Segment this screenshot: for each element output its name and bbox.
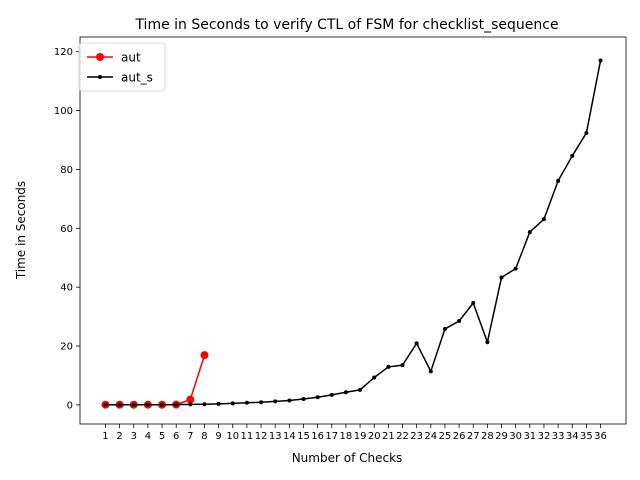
data-point-aut_s — [103, 402, 108, 407]
x-tick-label: 5 — [159, 431, 165, 442]
x-tick-label: 18 — [340, 431, 353, 442]
x-tick-label: 24 — [424, 431, 437, 442]
data-point-aut_s — [485, 340, 490, 345]
data-point-aut_s — [202, 402, 207, 407]
x-tick-label: 19 — [354, 431, 367, 442]
data-point-aut_s — [556, 178, 561, 183]
data-point-aut_s — [315, 395, 320, 400]
data-point-aut_s — [287, 398, 292, 403]
data-point-aut_s — [513, 266, 518, 271]
data-point-aut_s — [386, 364, 391, 369]
x-tick-label: 22 — [396, 431, 409, 442]
y-axis-label: Time in Seconds — [14, 181, 28, 280]
data-point-aut_s — [131, 402, 136, 407]
y-tick-label: 0 — [67, 400, 73, 411]
x-tick-label: 8 — [201, 431, 207, 442]
data-point-aut_s — [428, 369, 433, 374]
x-tick-label: 6 — [173, 431, 179, 442]
x-tick-label: 12 — [255, 431, 268, 442]
legend-label-aut_s: aut_s — [121, 71, 153, 85]
data-point-aut_s — [400, 363, 405, 368]
x-tick-label: 7 — [187, 431, 193, 442]
data-point-aut_s — [174, 402, 179, 407]
x-tick-label: 23 — [410, 431, 423, 442]
x-tick-label: 21 — [382, 431, 395, 442]
x-tick-label: 34 — [566, 431, 579, 442]
series-line-aut_s — [105, 60, 602, 406]
x-tick-label: 30 — [509, 431, 522, 442]
data-point-aut_s — [301, 396, 306, 401]
x-tick-label: 35 — [580, 431, 593, 442]
data-point-aut_s — [259, 400, 264, 405]
data-point-aut_s — [188, 402, 193, 407]
data-point-aut_s — [570, 153, 575, 158]
data-point-aut_s — [216, 401, 221, 406]
plot-area: 1 2 3 4 5 6 7 8 9 10 11 12 13 14 15 16 17 18 19 20 21 22 23 24 2… — [54, 36, 627, 442]
x-tick-label: 25 — [439, 431, 452, 442]
x-tick-label: 17 — [325, 431, 338, 442]
x-tick-label: 13 — [269, 431, 282, 442]
x-tick-label: 11 — [241, 431, 254, 442]
data-point-aut — [200, 351, 209, 360]
x-tick-label: 15 — [297, 431, 310, 442]
data-point-aut_s — [499, 275, 504, 280]
x-tick-label: 9 — [215, 431, 221, 442]
legend-label-aut: aut — [121, 51, 141, 65]
x-tick-label: 36 — [594, 431, 607, 442]
x-tick-label: 27 — [467, 431, 480, 442]
y-tick-label: 40 — [60, 283, 73, 294]
data-point-aut — [186, 395, 195, 404]
data-point-aut_s — [598, 58, 603, 63]
data-point-aut_s — [527, 230, 532, 235]
x-axis-label: Number of Checks — [292, 451, 403, 465]
y-tick-label: 60 — [60, 224, 73, 235]
x-tick-label: 16 — [311, 431, 324, 442]
x-tick-label: 20 — [368, 431, 381, 442]
x-tick-label: 3 — [131, 431, 137, 442]
y-tick-label: 100 — [54, 106, 73, 117]
data-point-aut_s — [541, 217, 546, 222]
legend-marker-aut — [96, 53, 104, 61]
data-point-aut_s — [442, 326, 447, 331]
data-point-aut_s — [273, 399, 278, 404]
data-point-aut_s — [145, 402, 150, 407]
x-tick-label: 32 — [538, 431, 551, 442]
x-tick-label: 2 — [116, 431, 122, 442]
y-tick-label: 120 — [54, 47, 73, 58]
x-tick-label: 28 — [481, 431, 494, 442]
data-point-aut_s — [414, 341, 419, 346]
data-point-aut_s — [358, 387, 363, 392]
chart-title: Time in Seconds to verify CTL of FSM for… — [134, 17, 558, 33]
data-point-aut_s — [244, 400, 249, 405]
x-tick-label: 14 — [283, 431, 296, 442]
data-point-aut_s — [160, 402, 165, 407]
data-point-aut_s — [584, 130, 589, 135]
data-point-aut_s — [372, 375, 377, 380]
data-point-aut_s — [343, 390, 348, 395]
data-point-aut_s — [117, 402, 122, 407]
data-point-aut_s — [457, 318, 462, 323]
x-tick-label: 33 — [552, 431, 565, 442]
x-tick-label: 1 — [102, 431, 108, 442]
x-tick-label: 26 — [453, 431, 466, 442]
data-point-aut_s — [230, 401, 235, 406]
x-tick-label: 31 — [523, 431, 536, 442]
x-tick-label: 10 — [226, 431, 239, 442]
legend-marker-aut_s — [98, 75, 102, 79]
data-point-aut_s — [471, 301, 476, 306]
data-point-aut_s — [329, 392, 334, 397]
y-tick-label: 80 — [60, 165, 73, 176]
plot-frame — [79, 36, 627, 425]
y-tick-label: 20 — [60, 342, 73, 353]
x-tick-label: 29 — [495, 431, 508, 442]
x-tick-label: 4 — [145, 431, 151, 442]
